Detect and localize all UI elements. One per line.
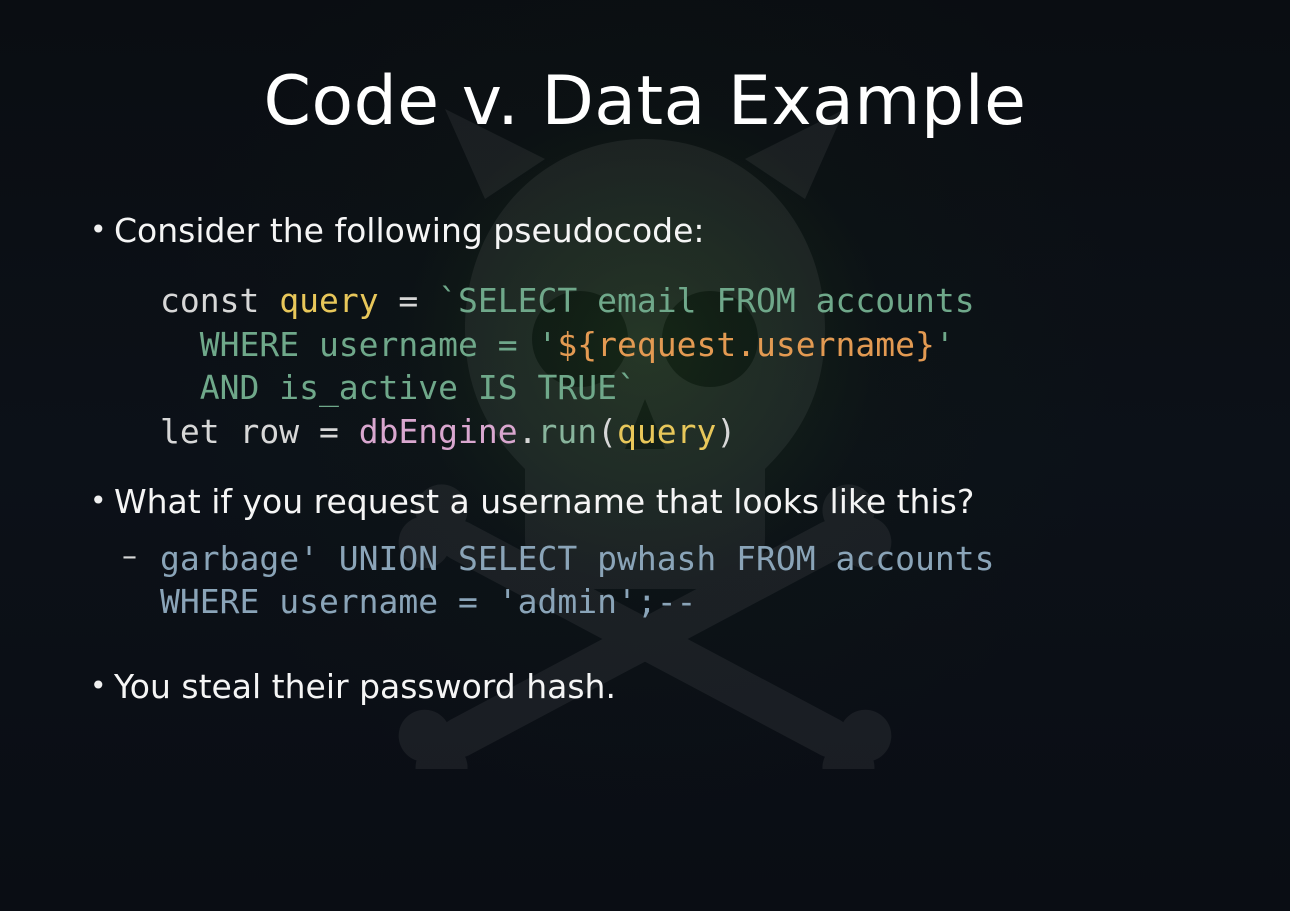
code-token: let: [160, 412, 239, 451]
code-token: ${: [557, 325, 597, 364]
code-token: =: [379, 281, 439, 320]
code-token: request.username: [597, 325, 915, 364]
code-token: query: [279, 281, 378, 320]
code-token: (: [597, 412, 617, 451]
code-token: const: [160, 281, 279, 320]
injection-payload: garbage' UNION SELECT pwhash FROM accoun…: [114, 537, 1220, 624]
injection-line-1: garbage' UNION SELECT pwhash FROM accoun…: [160, 539, 994, 578]
code-token: run: [538, 412, 598, 451]
slide-body: Consider the following pseudocode: const…: [90, 210, 1220, 707]
bullet-question: What if you request a username that look…: [90, 481, 1220, 522]
code-block: const query = `SELECT email FROM account…: [160, 279, 1220, 453]
injection-line-2: WHERE username = 'admin';--: [160, 582, 696, 621]
code-token: WHERE username = ': [160, 325, 557, 364]
slide: Code v. Data Example Consider the follow…: [0, 0, 1290, 911]
code-token: row: [239, 412, 299, 451]
bullet-intro: Consider the following pseudocode:: [90, 210, 1220, 251]
code-token: .: [518, 412, 538, 451]
slide-title: Code v. Data Example: [0, 62, 1290, 141]
code-token: AND is_active IS TRUE`: [160, 368, 637, 407]
code-token: query: [617, 412, 716, 451]
code-token: }: [915, 325, 935, 364]
code-token: =: [299, 412, 359, 451]
code-token: ': [935, 325, 955, 364]
code-token: ): [716, 412, 736, 451]
code-token: dbEngine: [359, 412, 518, 451]
bullet-conclusion: You steal their password hash.: [90, 666, 1220, 707]
code-token: `SELECT email FROM accounts: [438, 281, 974, 320]
